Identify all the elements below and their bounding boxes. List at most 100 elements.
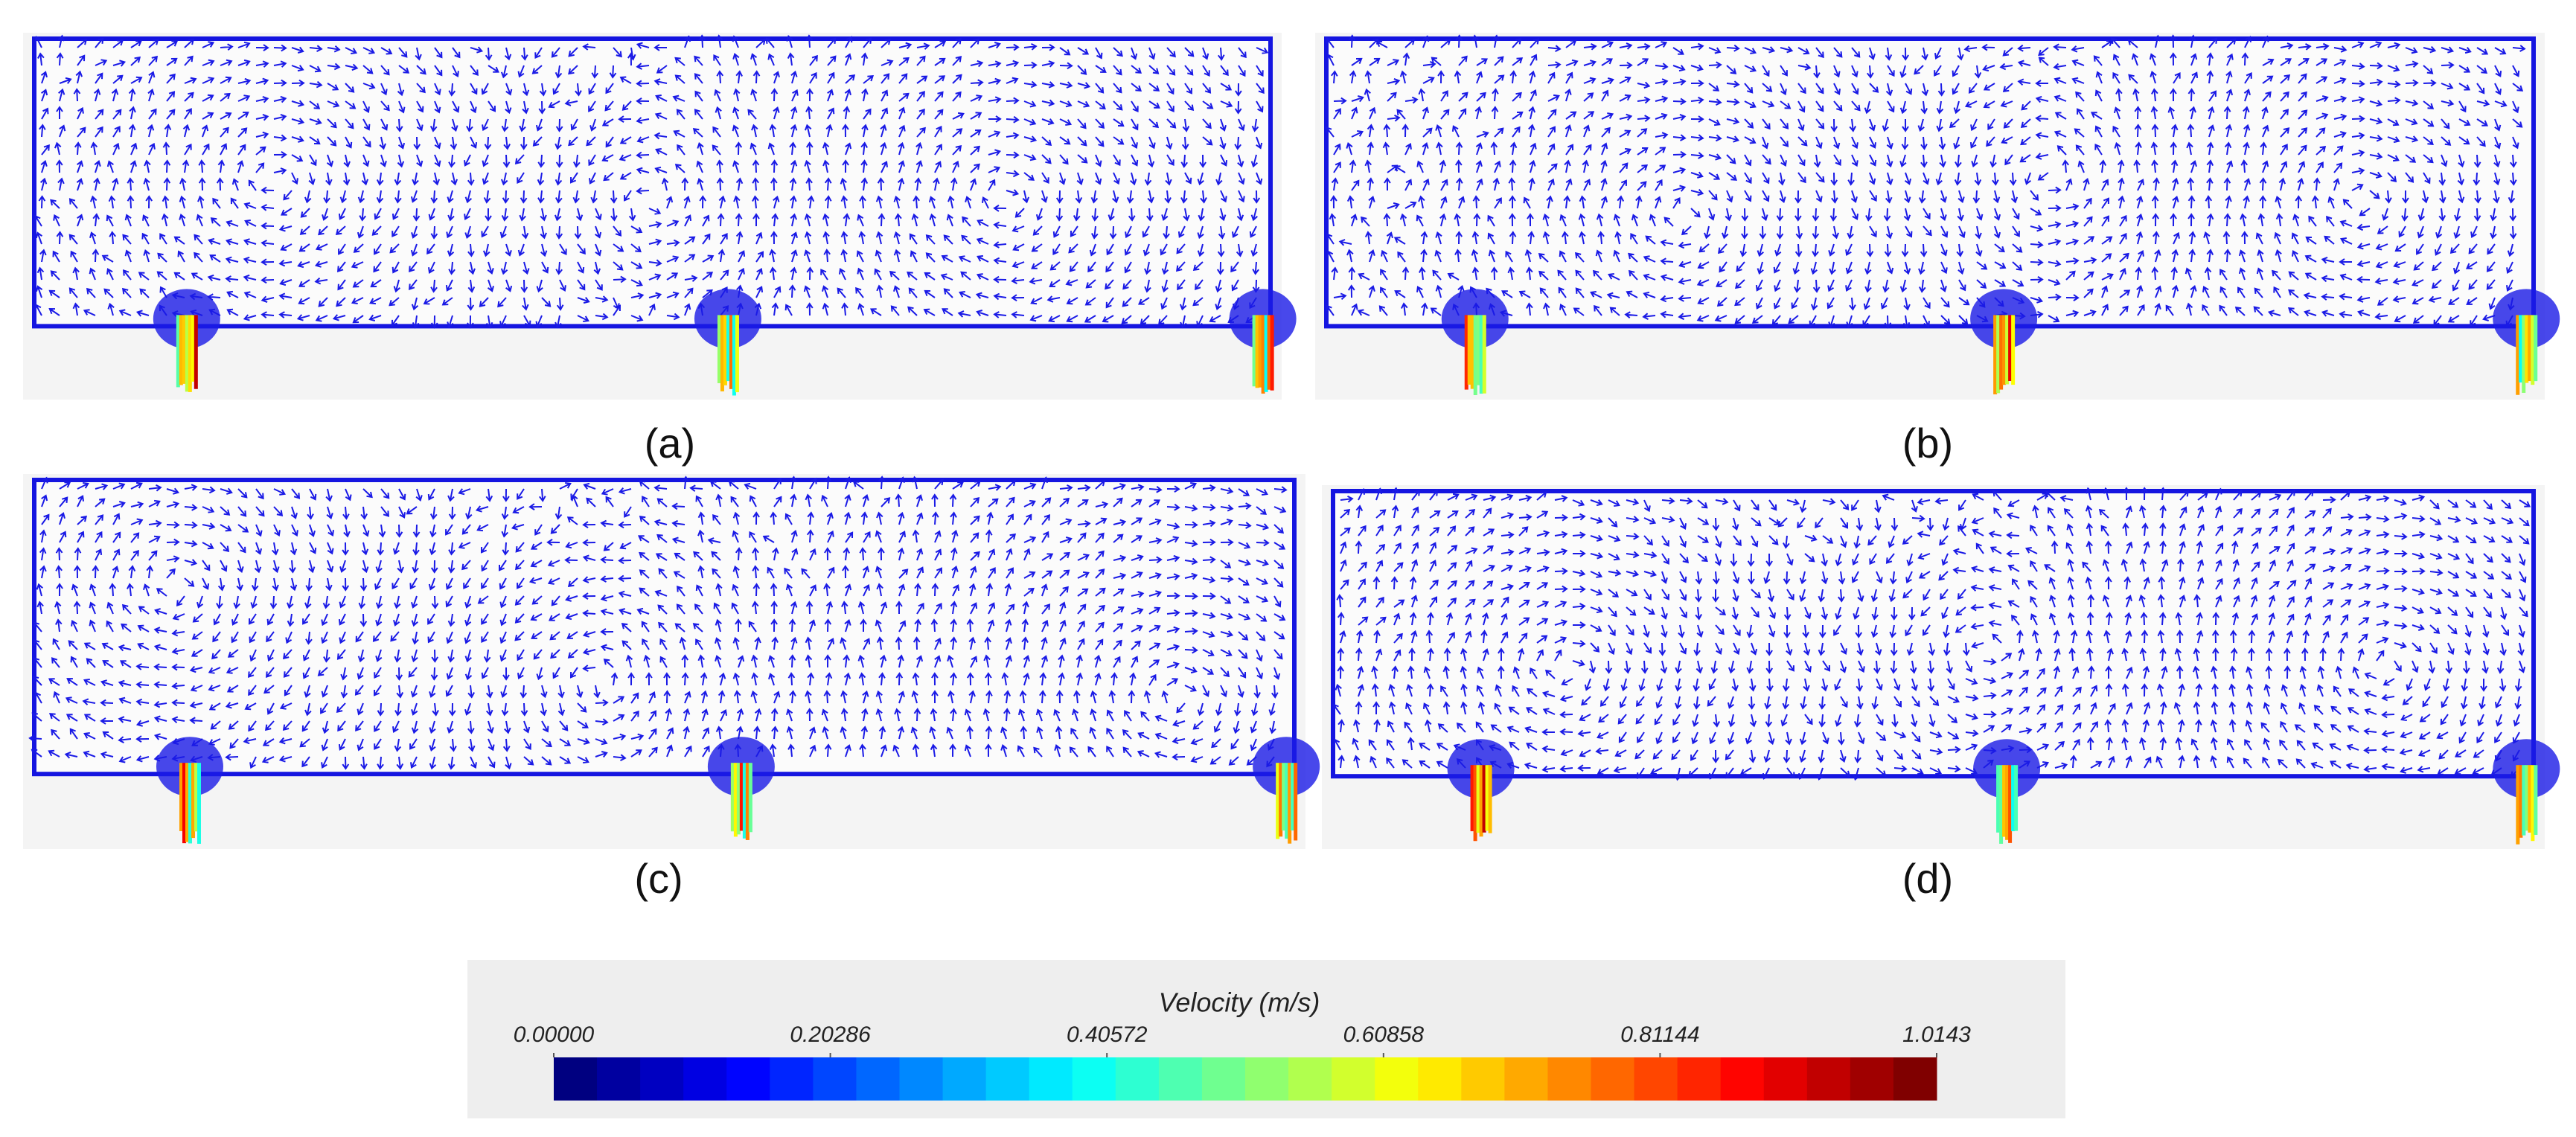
colorbar-tick-label: 0.81144 <box>1620 1022 1699 1047</box>
inlet-jet <box>1999 315 2004 390</box>
inlet-jet <box>2002 315 2007 385</box>
colorbar-segment <box>1029 1057 1073 1101</box>
inlet-jet <box>2525 315 2529 383</box>
inlet-jet <box>736 763 741 835</box>
colorbar-tick-label: 1.0143 <box>1902 1022 1971 1047</box>
colorbar-segment <box>1720 1057 1765 1101</box>
inlet-jet <box>732 315 736 396</box>
colorbar-tick-label: 0.60858 <box>1343 1022 1425 1047</box>
inlet-jet <box>2525 765 2529 831</box>
inlet-jet <box>1482 765 1486 833</box>
velocity-vectors <box>28 475 1288 770</box>
inlet-jet <box>1270 315 1274 391</box>
inlet-jet <box>1264 315 1268 392</box>
inlet-jet <box>739 763 744 831</box>
panel <box>1322 485 2560 849</box>
inlet-jet <box>185 763 189 842</box>
inlet-jet <box>2534 765 2538 835</box>
inlet-jet <box>1261 315 1265 394</box>
inlet-jet <box>2008 315 2013 382</box>
colorbar-segment <box>1591 1057 1635 1101</box>
inlet-jet <box>1255 315 1259 388</box>
panel-label: (d) <box>1902 855 1953 902</box>
colorbar-segment <box>1850 1057 1894 1101</box>
inlet-jet <box>2531 765 2535 842</box>
colorbar-segment <box>1547 1057 1591 1101</box>
colorbar-segment <box>726 1057 770 1101</box>
colorbar-segment <box>1634 1057 1678 1101</box>
inlet-jet <box>179 315 183 385</box>
inlet-jet <box>2011 315 2016 385</box>
colorbar-segment <box>770 1057 814 1101</box>
panel-label: (b) <box>1902 420 1953 467</box>
colorbar-segment <box>1332 1057 1375 1101</box>
inlet-jet <box>1288 763 1292 844</box>
inlet-jet <box>191 763 195 839</box>
colorbar-segment <box>942 1057 987 1101</box>
inlet-jet <box>2011 765 2016 832</box>
inlet-jet <box>2002 765 2007 837</box>
inlet-jet <box>1470 765 1474 832</box>
inlet-jet <box>1285 763 1289 839</box>
inlet-jet <box>1282 763 1286 831</box>
colorbar-segment <box>1375 1057 1419 1101</box>
inlet-jet <box>720 315 724 391</box>
inlet-jet <box>1993 315 1998 394</box>
inlet-jet <box>1476 765 1480 833</box>
colorbar-segment <box>1072 1057 1116 1101</box>
colorbar-segment <box>1504 1057 1548 1101</box>
inlet-jet <box>182 763 186 844</box>
inlet-jet <box>2014 765 2019 831</box>
inlet-jet <box>2519 765 2523 838</box>
inlet-jet <box>1276 763 1280 839</box>
inlet-jet <box>1464 315 1468 390</box>
flow-domain <box>1331 489 2536 779</box>
inlet-jet <box>1279 763 1283 837</box>
inlet-jet <box>185 315 189 392</box>
inlet-jet <box>1999 765 2004 844</box>
colorbar-segment <box>1288 1057 1332 1101</box>
colorbar-segment <box>856 1057 900 1101</box>
inlet-jet <box>2522 765 2526 836</box>
inlet-jet <box>1252 315 1256 387</box>
inlet-jet <box>188 315 192 392</box>
inlet-jet <box>194 315 198 389</box>
colorbar-segment <box>1677 1057 1722 1101</box>
colorbar-segment <box>1418 1057 1462 1101</box>
inlet-jet <box>2005 315 2010 385</box>
inlet-jet <box>1485 765 1489 831</box>
inlet-jet <box>733 763 738 837</box>
colorbar-segment <box>1158 1057 1203 1101</box>
inlet-jet <box>1473 765 1477 842</box>
inlet-jet <box>1476 315 1480 385</box>
colorbar-segment <box>597 1057 641 1101</box>
panel <box>23 33 1297 400</box>
inlet-jet <box>1479 765 1483 837</box>
flow-domain <box>1324 36 2536 329</box>
inlet-jet <box>191 315 195 382</box>
inlet-jet <box>730 763 735 832</box>
colorbar-tick-label: 0.20286 <box>790 1022 871 1047</box>
inlet-jet <box>1267 315 1271 390</box>
inlet-jet <box>1482 315 1486 394</box>
inlet-jet <box>1291 763 1295 831</box>
colorbar-title: Velocity (m/s) <box>1159 987 1320 1018</box>
colorbar-segment <box>554 1057 598 1101</box>
velocity-vectors <box>34 34 1269 329</box>
inlet-jet <box>1488 765 1492 833</box>
inlet-jet <box>2008 765 2013 843</box>
inlet-jet <box>1467 315 1471 385</box>
colorbar-segment <box>640 1057 684 1101</box>
inlet-jet <box>179 763 183 831</box>
colorbar-segment <box>1245 1057 1289 1101</box>
panel-label: (c) <box>634 855 683 902</box>
inlet-jet <box>196 763 201 844</box>
inlet-jet <box>182 315 186 384</box>
inlet-jet <box>717 315 721 383</box>
colorbar-segment <box>1461 1057 1505 1101</box>
colorbar-segment <box>813 1057 857 1101</box>
colorbar-segment <box>1763 1057 1808 1101</box>
inlet-jet <box>748 763 752 833</box>
inlet-jet <box>2522 315 2526 393</box>
